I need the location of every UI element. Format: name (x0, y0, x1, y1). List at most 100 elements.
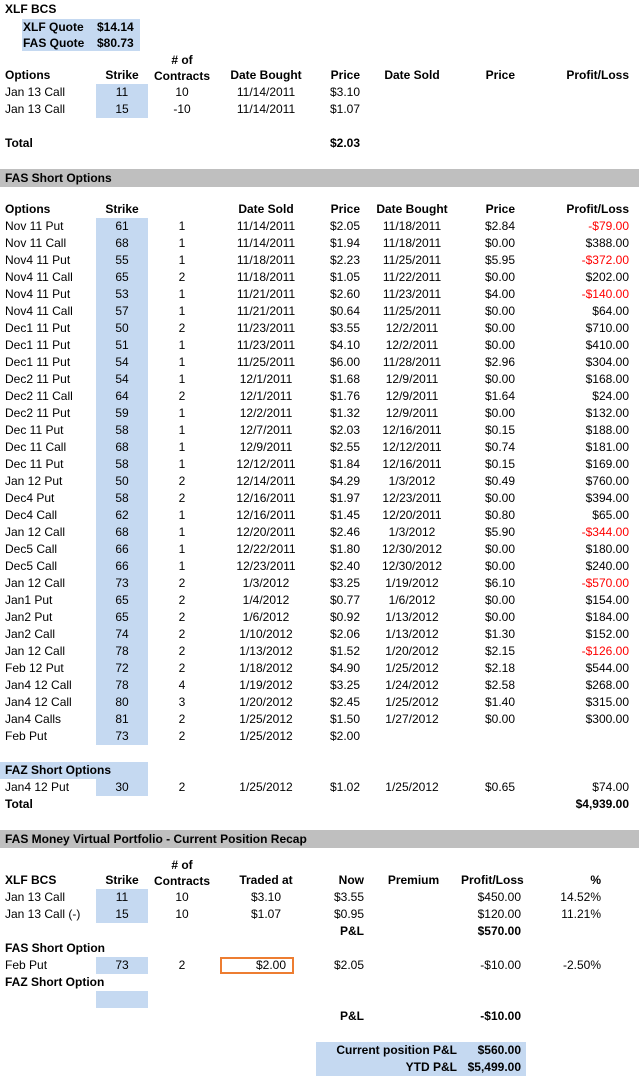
cell-price-2[interactable]: $2.58 (484, 678, 515, 692)
cell-contracts[interactable]: 2 (178, 780, 186, 794)
cell-profit-loss[interactable]: $132.00 (585, 406, 629, 420)
cell-date-bought[interactable]: 1/25/2012 (385, 695, 439, 709)
cell-contracts[interactable]: 1 (178, 423, 186, 437)
cell-date-bought[interactable]: 11/22/2011 (382, 270, 442, 284)
cell-date-sold[interactable]: 11/14/2011 (236, 219, 296, 233)
cell-date-bought[interactable]: 1/13/2012 (385, 627, 439, 641)
cell-strike[interactable]: 68 (96, 235, 148, 252)
cell-profit-loss[interactable]: $410.00 (585, 338, 629, 352)
cell-date-sold[interactable]: 1/18/2012 (239, 661, 293, 675)
cell-option[interactable]: Jan 13 Call (5, 85, 66, 99)
cell-price-2[interactable]: $5.90 (484, 525, 515, 539)
cell-option[interactable]: Dec5 Call (5, 559, 58, 573)
cell-price[interactable]: $1.02 (329, 780, 360, 794)
cell-profit-loss[interactable]: $544.00 (585, 661, 629, 675)
cell-price-2[interactable]: $0.00 (484, 270, 515, 284)
cell-profit-loss[interactable]: $64.00 (592, 304, 629, 318)
cell-profit-loss[interactable]: $152.00 (585, 627, 629, 641)
cell-price-2[interactable]: $5.95 (484, 253, 515, 267)
cell-price-2[interactable]: $1.30 (484, 627, 515, 641)
cell-date-bought[interactable]: 11/14/2011 (236, 85, 296, 99)
cell-price-2[interactable]: $0.00 (484, 559, 515, 573)
cell-strike[interactable]: 62 (96, 507, 148, 524)
cell-price[interactable]: $3.55 (329, 321, 360, 335)
cell-percent[interactable]: 14.52% (560, 890, 601, 904)
cell-now[interactable]: $0.95 (333, 907, 364, 921)
cell-strike[interactable]: 51 (96, 337, 148, 354)
cell-date-bought[interactable]: 1/6/2012 (388, 593, 436, 607)
cell-profit-loss[interactable]: $65.00 (592, 508, 629, 522)
cell-contracts[interactable]: 1 (178, 559, 186, 573)
cell-price-2[interactable]: $0.00 (484, 321, 515, 335)
cell-date-bought[interactable]: 1/20/2012 (385, 644, 439, 658)
cell-date-bought[interactable]: 12/2/2011 (385, 321, 439, 335)
cell-option[interactable]: Dec1 11 Put (5, 338, 71, 352)
cell-strike[interactable]: 73 (96, 575, 148, 592)
cell-strike[interactable]: 73 (96, 957, 148, 974)
cell-option[interactable]: Nov 11 Call (5, 236, 67, 250)
cell-price-2[interactable]: $0.00 (484, 491, 515, 505)
cell-price-2[interactable]: $0.65 (484, 780, 515, 794)
cell-contracts[interactable]: 3 (178, 695, 186, 709)
cell-strike[interactable]: 66 (96, 541, 148, 558)
cell-premium[interactable] (366, 889, 461, 906)
cell-option[interactable]: Dec4 Put (5, 491, 55, 505)
cell-strike[interactable]: 58 (96, 422, 148, 439)
cell-premium[interactable] (366, 957, 461, 974)
cell-now[interactable]: $2.05 (333, 958, 364, 972)
cell-date-sold[interactable]: 1/20/2012 (239, 695, 293, 709)
cell-date-bought[interactable]: 11/18/2011 (382, 236, 442, 250)
cell-price-2[interactable]: $2.96 (484, 355, 515, 369)
cell-contracts[interactable]: 2 (178, 958, 186, 972)
cell-date-sold[interactable]: 12/14/2011 (236, 474, 296, 488)
cell-strike[interactable]: 55 (96, 252, 148, 269)
cell-strike[interactable]: 78 (96, 677, 148, 694)
cell-strike[interactable]: 54 (96, 354, 148, 371)
cell-strike[interactable]: 78 (96, 643, 148, 660)
cell-date-sold[interactable] (362, 101, 462, 118)
cell-option[interactable]: Nov4 11 Call (5, 270, 73, 284)
cell-price-2[interactable] (462, 84, 517, 101)
cell-profit-loss[interactable]: $154.00 (585, 593, 629, 607)
cell-contracts[interactable]: 2 (178, 576, 186, 590)
cell-date-sold[interactable]: 11/23/2011 (236, 338, 296, 352)
cell-profit-loss[interactable]: $304.00 (585, 355, 629, 369)
cell-price-2[interactable] (462, 728, 517, 745)
cell-contracts[interactable]: 1 (178, 457, 186, 471)
cell-price[interactable]: $3.10 (329, 85, 360, 99)
cell-date-sold[interactable]: 12/2/2011 (239, 406, 293, 420)
cell-option[interactable]: Dec 11 Put (5, 457, 64, 471)
cell-strike[interactable]: 65 (96, 609, 148, 626)
cell-strike[interactable]: 80 (96, 694, 148, 711)
cell-date-bought[interactable]: 12/23/2011 (382, 491, 442, 505)
cell-price-2[interactable]: $0.80 (484, 508, 515, 522)
cell-contracts[interactable]: 1 (178, 304, 186, 318)
cell-profit-loss[interactable]: -$10.00 (480, 958, 521, 972)
cell-contracts[interactable]: 2 (178, 593, 186, 607)
cell-price[interactable]: $1.05 (329, 270, 360, 284)
cell-profit-loss[interactable] (517, 728, 639, 745)
cell-strike-empty[interactable] (96, 991, 148, 1008)
cell-contracts[interactable]: 1 (178, 253, 186, 267)
cell-strike[interactable]: 11 (96, 889, 148, 906)
cell-contracts[interactable]: -10 (173, 102, 191, 116)
cell-contracts[interactable]: 2 (178, 729, 186, 743)
cell-price-2[interactable]: $0.00 (484, 712, 515, 726)
cell-option[interactable]: Dec1 11 Put (5, 321, 71, 335)
cell-strike[interactable]: 54 (96, 371, 148, 388)
cell-date-sold[interactable]: 12/7/2011 (239, 423, 293, 437)
cell-date-bought[interactable]: 1/13/2012 (385, 610, 439, 624)
cell-strike[interactable]: 73 (96, 728, 148, 745)
cell-profit-loss[interactable]: -$126.00 (581, 644, 629, 658)
cell-contracts[interactable]: 10 (175, 907, 189, 921)
cell-price-2[interactable]: $0.74 (484, 440, 515, 454)
cell-profit-loss[interactable]: $388.00 (585, 236, 629, 250)
cell-strike[interactable]: 53 (96, 286, 148, 303)
cell-option[interactable]: Feb 12 Put (5, 661, 64, 675)
cell-price-2[interactable]: $0.00 (484, 406, 515, 420)
cell-option[interactable]: Jan 12 Call (5, 576, 66, 590)
cell-date-bought[interactable]: 11/18/2011 (382, 219, 442, 233)
cell-date-sold[interactable]: 1/3/2012 (242, 576, 290, 590)
cell-price[interactable]: $1.68 (329, 372, 360, 386)
cell-strike[interactable]: 65 (96, 592, 148, 609)
